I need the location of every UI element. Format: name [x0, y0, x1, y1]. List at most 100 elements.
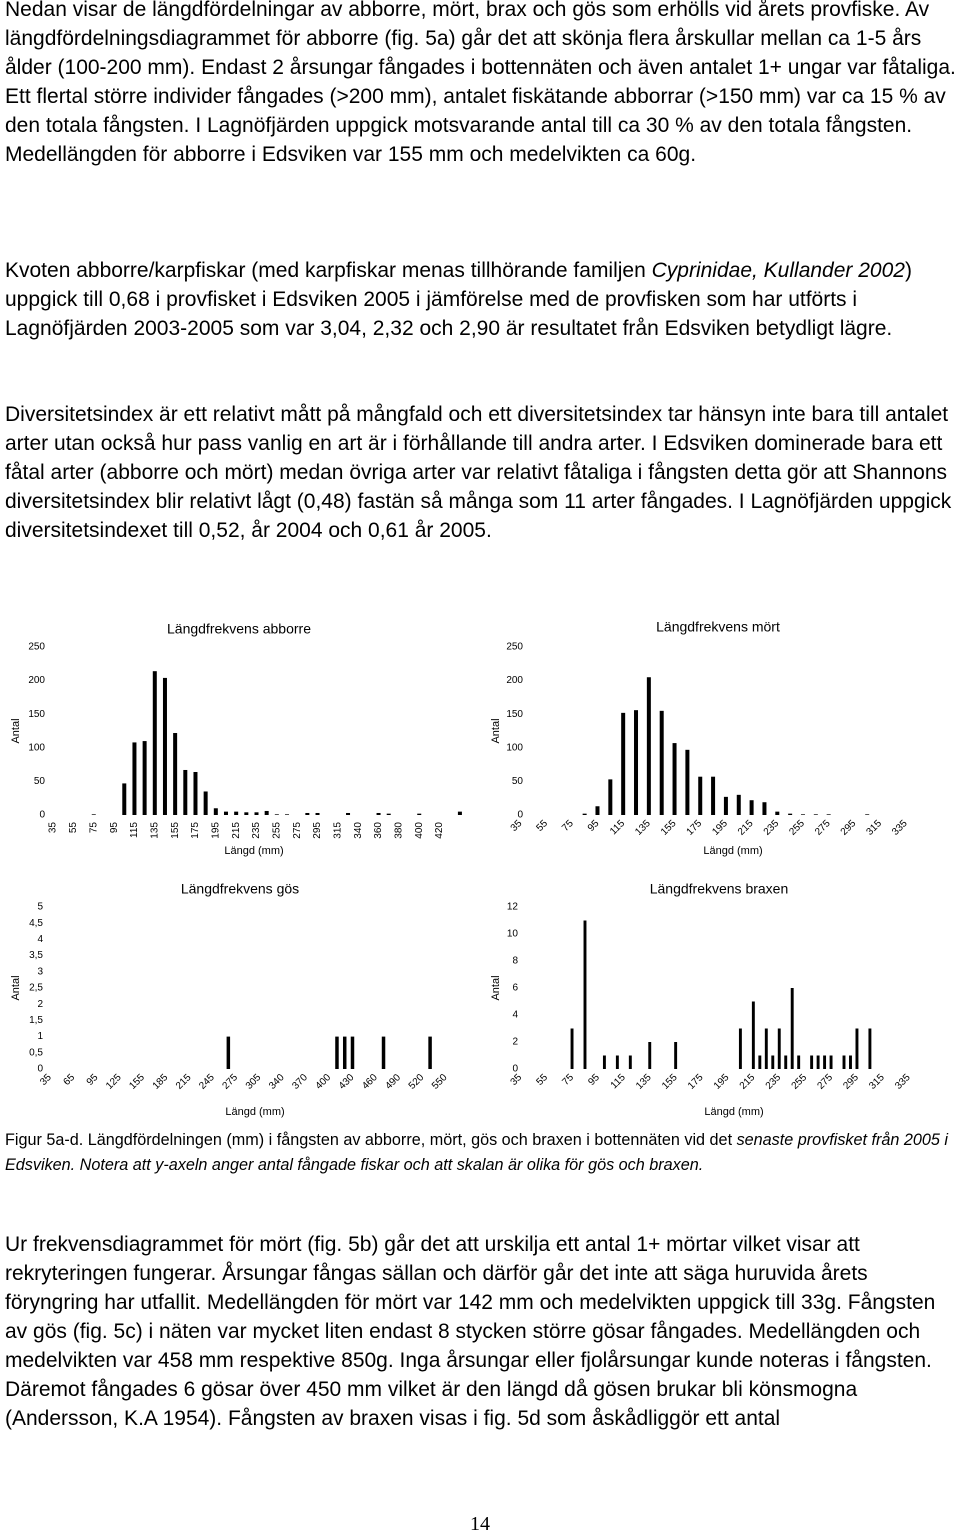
- x-tick-label: 215: [736, 818, 756, 838]
- bar: [381, 1036, 386, 1069]
- bar: [602, 1055, 606, 1069]
- y-tick-label: 10: [507, 929, 519, 940]
- page-number: 14: [470, 1513, 490, 1535]
- y-tick-label: 4: [37, 934, 43, 945]
- x-tick-label: 245: [197, 1072, 217, 1092]
- x-tick-label: 155: [660, 1072, 680, 1092]
- bar: [234, 811, 239, 815]
- bar: [122, 783, 127, 815]
- bar: [203, 791, 208, 815]
- y-tick-label: 100: [506, 742, 523, 753]
- bar: [315, 812, 320, 815]
- bar: [723, 796, 728, 815]
- x-tick-label: 400: [414, 822, 425, 839]
- bar: [226, 1036, 231, 1069]
- y-tick-label: 5: [37, 902, 43, 913]
- x-tick-label: 95: [586, 818, 602, 834]
- x-tick-label: 275: [813, 818, 833, 838]
- y-tick-label: 2: [512, 1037, 518, 1048]
- text-run: Cyprinidae, Kullander 2002: [651, 259, 905, 282]
- y-tick-label: 200: [506, 675, 523, 686]
- paragraph: Diversitetsindex är ett relativt mått på…: [5, 400, 957, 545]
- bar: [376, 812, 381, 815]
- bar: [335, 1036, 339, 1069]
- y-tick-label: 3: [37, 966, 43, 977]
- bar: [274, 814, 279, 815]
- x-tick-label: 295: [312, 822, 323, 839]
- bar: [698, 776, 703, 815]
- y-tick-label: 1: [37, 1031, 43, 1042]
- x-tick-label: 55: [534, 1072, 550, 1088]
- x-tick-label: 295: [839, 818, 859, 838]
- x-tick-label: 65: [62, 1072, 78, 1088]
- chart-title: Längdfrekvens gös: [181, 881, 299, 897]
- x-tick-label: 175: [685, 818, 705, 838]
- bar: [386, 813, 391, 815]
- x-tick-label: 235: [764, 1072, 784, 1092]
- y-tick-label: 100: [28, 742, 45, 753]
- y-tick-label: 0,5: [29, 1047, 43, 1058]
- x-tick-label: 135: [633, 818, 653, 838]
- bar: [813, 814, 818, 815]
- x-tick-label: 155: [127, 1072, 147, 1092]
- x-tick-label: 275: [815, 1072, 835, 1092]
- bar: [777, 1028, 781, 1069]
- x-tick-label: 155: [170, 822, 181, 839]
- y-tick-label: 3,5: [29, 950, 43, 961]
- y-tick-label: 0: [517, 810, 523, 821]
- x-tick-label: 305: [244, 1072, 264, 1092]
- bar: [842, 1055, 846, 1069]
- bar: [749, 800, 754, 815]
- bar: [346, 812, 351, 815]
- bar: [829, 1055, 833, 1069]
- bar: [764, 1028, 768, 1069]
- x-tick-label: 175: [686, 1072, 706, 1092]
- x-tick-label: 215: [231, 822, 242, 839]
- bar: [646, 677, 651, 815]
- figure-caption: Figur 5a-d. Längdfördelningen (mm) i fån…: [5, 1128, 957, 1177]
- bar: [800, 814, 805, 815]
- text-run: Diversitetsindex är ett relativt mått på…: [5, 403, 952, 542]
- x-tick-label: 255: [271, 822, 282, 839]
- x-tick-label: 380: [394, 822, 405, 839]
- x-axis-title: Längd (mm): [704, 1106, 763, 1118]
- x-tick-label: 35: [509, 1072, 525, 1088]
- x-tick-label: 195: [712, 1072, 732, 1092]
- bar: [173, 733, 178, 815]
- x-tick-label: 295: [841, 1072, 861, 1092]
- y-tick-label: 8: [512, 956, 518, 967]
- bar: [615, 1055, 619, 1069]
- text-run: ) uppgick till 0,68 i provfisket i Edsvi…: [5, 259, 912, 340]
- y-axis-title: Antal: [10, 975, 22, 1000]
- y-tick-label: 150: [506, 709, 523, 720]
- bar: [583, 920, 587, 1069]
- y-tick-label: 4: [512, 1010, 518, 1021]
- x-tick-label: 95: [85, 1072, 101, 1088]
- bar: [855, 1028, 859, 1069]
- y-tick-label: 0: [512, 1064, 518, 1075]
- bar: [758, 1055, 762, 1069]
- text-run: Figur 5a-d. Längdfördelningen (mm) i fån…: [5, 1131, 737, 1149]
- x-tick-label: 370: [290, 1072, 310, 1092]
- x-tick-label: 340: [353, 822, 364, 839]
- text-run: senaste provfisket från 2005 i Edsviken.…: [5, 1131, 949, 1174]
- bar: [285, 814, 290, 815]
- bar: [674, 1042, 678, 1069]
- y-axis-title: Antal: [490, 718, 502, 743]
- x-tick-label: 255: [787, 818, 807, 838]
- y-tick-label: 6: [512, 983, 518, 994]
- chart-title: Längdfrekvens mört: [656, 619, 780, 635]
- bar: [582, 813, 587, 815]
- x-tick-label: 315: [333, 822, 344, 839]
- x-tick-label: 490: [383, 1072, 403, 1092]
- bar: [634, 710, 639, 815]
- bar: [305, 812, 310, 815]
- bar: [685, 749, 690, 815]
- bar: [570, 1028, 574, 1069]
- y-axis-title: Antal: [10, 718, 22, 743]
- x-tick-label: 75: [560, 1072, 576, 1088]
- y-tick-label: 50: [34, 776, 46, 787]
- x-tick-label: 360: [373, 822, 384, 839]
- bar: [784, 1055, 788, 1069]
